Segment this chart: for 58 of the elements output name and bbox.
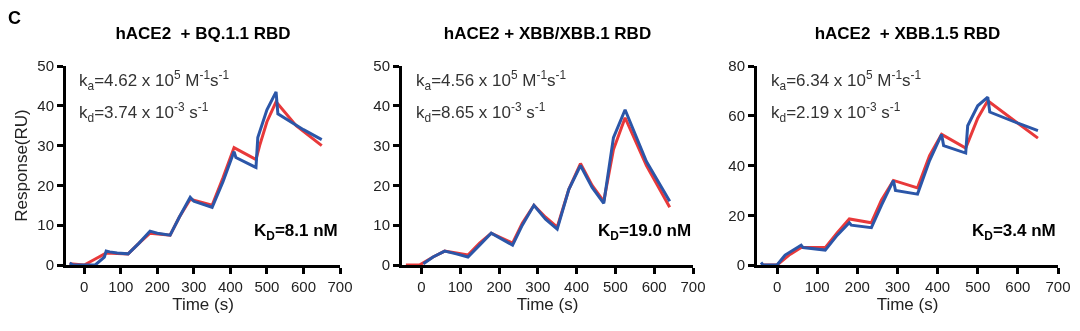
y-tick-label: 50 [373,57,390,75]
y-tick-label: 30 [37,136,54,154]
x-tick-label: 500 [602,278,628,295]
y-tick-label: 80 [728,57,745,75]
x-tick-label: 100 [447,278,473,295]
x-tick-label: 600 [641,278,667,295]
x-tick-label: 200 [844,278,870,295]
annotation: k$_{a}$=4.56 x 10$^{5}$ M$^{-1}$s$^{-1}$ [416,68,567,93]
y-tick-label: 20 [37,176,54,194]
chart-title: hACE2 + XBB/XBB.1 RBD [443,24,652,44]
x-axis-title: Time (s) [876,295,939,314]
annotation: k$_{d}$=8.65 x 10$^{-3}$ s$^{-1}$ [416,100,546,125]
y-tick-label: 40 [728,156,745,174]
x-tick-label: 300 [884,278,910,295]
y-tick-label: 40 [37,97,54,115]
x-tick-label: 100 [804,278,830,295]
x-tick-label: 400 [564,278,590,295]
x-tick-label: 500 [965,278,991,295]
annotation: k$_{d}$=3.74 x 10$^{-3}$ s$^{-1}$ [79,100,209,125]
text: C [8,8,21,28]
x-tick-label: 100 [108,278,134,295]
y-tick-label: 10 [37,216,54,234]
x-tick-label: 300 [181,278,207,295]
annotation: k$_{a}$=6.34 x 10$^{5}$ M$^{-1}$s$^{-1}$ [771,68,922,93]
x-tick-label: 200 [144,278,170,295]
chart-title: hACE2 + XBB.1.5 RBD [814,24,1001,44]
y-axis-title: Response(RU) [11,109,31,222]
annotation: K$_{D}$=19.0 nM [598,221,692,243]
y-tick-label: 40 [373,97,390,115]
y-tick-label: 10 [373,216,390,234]
x-tick-label: 500 [254,278,280,295]
x-tick-label: 300 [525,278,551,295]
y-tick-label: 50 [37,57,54,75]
x-axis-title: Time (s) [172,295,234,314]
y-tick-label: 30 [373,136,390,154]
x-tick-label: 600 [1005,278,1031,295]
annotation: k$_{a}$=4.62 x 10$^{5}$ M$^{-1}$s$^{-1}$ [79,68,230,93]
x-tick-label: 0 [417,278,426,295]
x-tick-label: 200 [486,278,512,295]
y-tick-label: 60 [728,107,745,124]
y-tick-label: 20 [373,176,390,194]
x-axis-title: Time (s) [516,295,579,314]
y-tick-label: 0 [736,256,745,274]
annotation: K$_{D}$=3.4 nM [972,221,1056,243]
y-tick-label: 0 [45,256,54,274]
x-tick-label: 700 [680,278,706,295]
annotation: K$_{D}$=8.1 nM [254,221,338,243]
x-tick-label: 700 [327,278,353,295]
y-tick-label: 0 [381,256,390,274]
annotation: k$_{d}$=2.19 x 10$^{-3}$ s$^{-1}$ [771,100,901,125]
y-tick-label: 20 [728,206,745,224]
x-tick-label: 400 [925,278,951,295]
x-tick-label: 600 [290,278,316,295]
x-tick-label: 700 [1045,278,1071,295]
chart-title: hACE2 + BQ.1.1 RBD [115,24,291,44]
x-tick-label: 400 [217,278,243,295]
x-tick-label: 0 [80,278,89,295]
x-tick-label: 0 [772,278,782,295]
